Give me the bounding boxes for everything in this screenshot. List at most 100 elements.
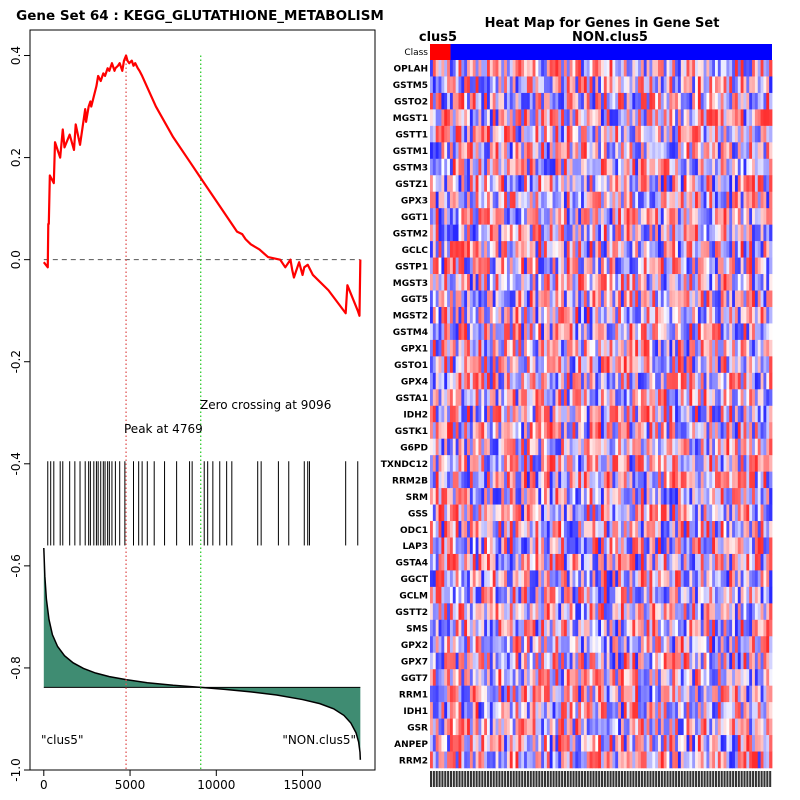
heatmap-cell (623, 241, 628, 258)
heatmap-cell (469, 488, 474, 505)
heatmap-cell (452, 208, 457, 225)
heatmap-cell (618, 570, 622, 588)
heatmap-cell (532, 158, 536, 176)
heatmap-cell (669, 702, 673, 719)
heatmap-cell (703, 175, 707, 193)
heatmap-cell (501, 125, 505, 143)
heatmap-cell (717, 438, 722, 456)
heatmap-cell (680, 76, 685, 94)
heatmap-cell (766, 372, 770, 390)
heatmap-cell (472, 422, 476, 439)
heatmap-cell (706, 274, 710, 291)
heatmap-cell (552, 92, 556, 110)
heatmap-cell (484, 241, 488, 258)
heatmap-cell (723, 142, 727, 160)
heatmap-cell (638, 669, 642, 686)
heatmap-cell (669, 389, 673, 407)
heatmap-cell (467, 636, 471, 654)
heatmap-cell (430, 521, 434, 538)
heatmap-cell (769, 521, 773, 538)
heatmap-cell (746, 208, 750, 225)
heatmap-cell (766, 685, 770, 703)
heatmap-cell (629, 339, 633, 357)
heatmap-cell (578, 405, 582, 423)
heatmap-cell (629, 142, 633, 160)
heatmap-cell (734, 685, 739, 703)
heatmap-cell (623, 619, 628, 637)
heatmap-cell (706, 537, 710, 555)
heatmap-cell (595, 60, 599, 77)
heatmap-cell (467, 702, 471, 719)
heatmap-cell (581, 125, 585, 143)
heatmap-cell (692, 142, 696, 160)
heatmap-cell (461, 636, 465, 654)
heatmap-cell (472, 570, 476, 588)
heatmap-cell (729, 652, 733, 670)
gene-label: GGT1 (401, 213, 428, 223)
heatmap-cell (675, 274, 679, 291)
heatmap-cell (532, 372, 536, 390)
heatmap-cell (575, 339, 579, 357)
heatmap-cell (555, 652, 559, 670)
gene-label: GSTO1 (394, 361, 428, 371)
heatmap-cell (712, 619, 716, 637)
heatmap-cell (680, 438, 685, 456)
heatmap-cell (544, 619, 548, 637)
heatmap-cell (495, 570, 499, 588)
heatmap-cell (586, 603, 590, 621)
heatmap-cell (695, 241, 699, 258)
heatmap-cell (526, 652, 531, 670)
heatmap-cell (578, 356, 582, 374)
heatmap-cell (686, 553, 690, 571)
heatmap-cell (467, 603, 471, 621)
heatmap-cell (529, 274, 533, 291)
heatmap-cell (572, 142, 576, 160)
heatmap-cell (763, 158, 767, 176)
heatmap-cell (526, 603, 531, 621)
heatmap-cell (612, 191, 616, 209)
heatmap-cell (766, 224, 770, 242)
heatmap-row (430, 224, 773, 242)
heatmap-cell (563, 619, 568, 637)
heatmap-cell (552, 306, 556, 324)
class-row-label: Class (404, 48, 428, 58)
heatmap-cell (529, 76, 533, 94)
heatmap-cell (680, 405, 685, 423)
heatmap-cell (586, 241, 590, 258)
heatmap-cell (743, 685, 747, 703)
heatmap-cell (549, 175, 553, 193)
heatmap-cell (603, 521, 608, 538)
heatmap-cell (666, 652, 670, 670)
heatmap-cell (769, 175, 773, 193)
heatmap-cell (746, 175, 750, 193)
heatmap-cell (732, 389, 736, 407)
heatmap-cell (515, 521, 519, 538)
heatmap-cell (535, 537, 539, 555)
heatmap-cell (763, 702, 767, 719)
heatmap-cell (601, 76, 605, 94)
heatmap-cell (615, 389, 619, 407)
heatmap-cell (563, 274, 568, 291)
heatmap-cell (581, 356, 585, 374)
heatmap-cell (720, 471, 724, 489)
heatmap-cell (538, 175, 542, 193)
heatmap-cell (697, 224, 702, 242)
heatmap-cell (595, 241, 599, 258)
heatmap-cell (461, 274, 465, 291)
heatmap-cell (766, 274, 770, 291)
heatmap-cell (712, 702, 716, 719)
heatmap-cell (566, 521, 571, 538)
heatmap-cell (455, 471, 459, 489)
heatmap-cell (700, 175, 704, 193)
heatmap-cell (729, 241, 733, 258)
heatmap-cell (484, 619, 488, 637)
heatmap-cell (495, 372, 499, 390)
heatmap-cell (686, 290, 690, 308)
heatmap-cell (666, 339, 670, 357)
heatmap-cell (680, 224, 685, 242)
heatmap-cell (478, 158, 482, 176)
heatmap-cell (763, 504, 767, 522)
heatmap-cell (449, 438, 454, 456)
heatmap-cell (518, 455, 522, 472)
heatmap-cell (646, 224, 650, 242)
